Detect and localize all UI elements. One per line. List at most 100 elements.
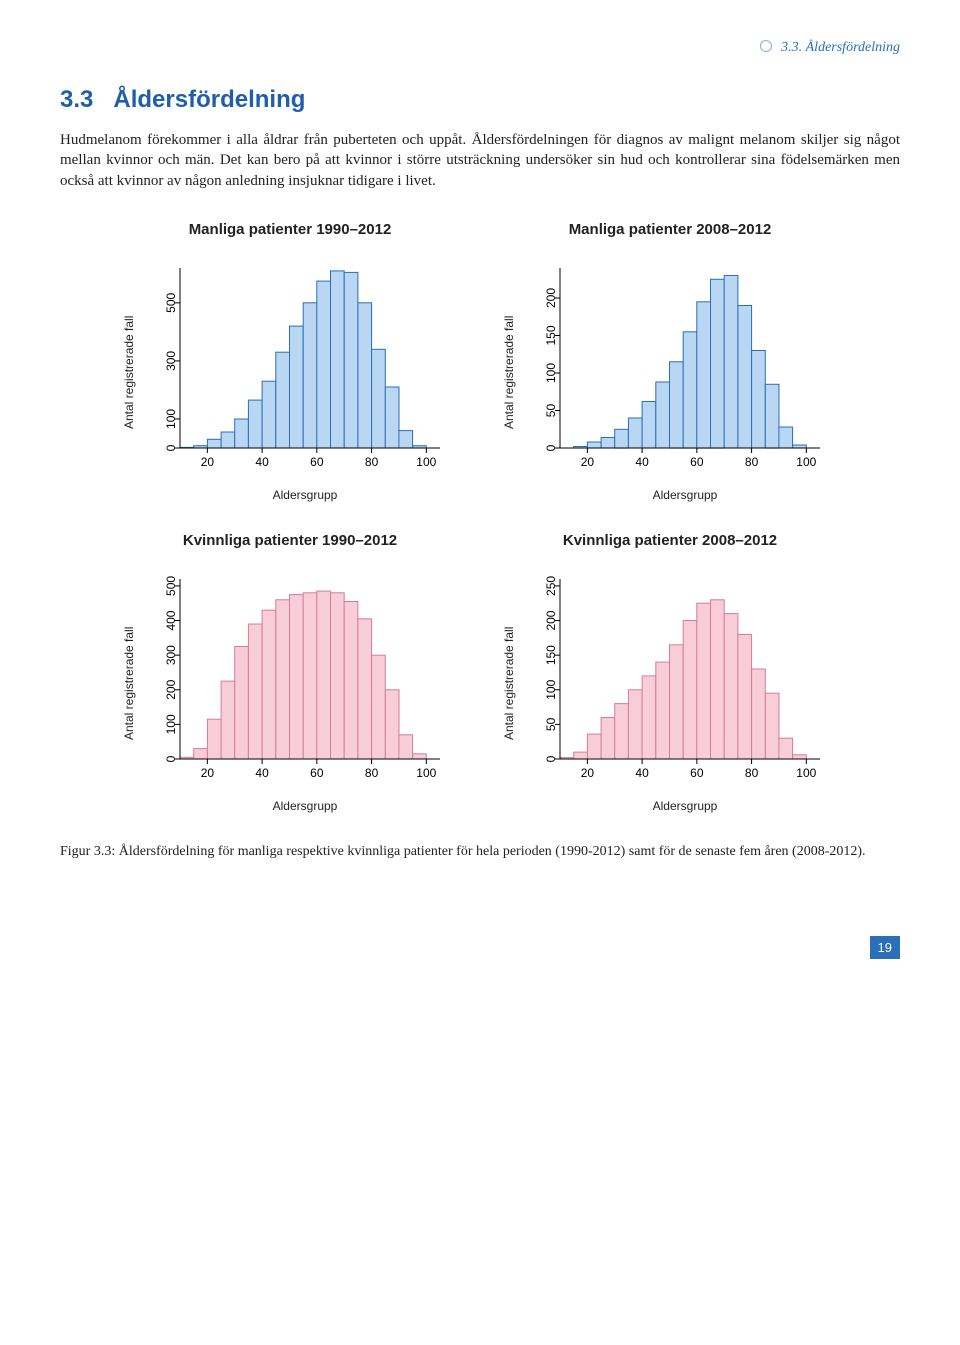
y-axis-label: Antal registrerade fall xyxy=(500,262,516,482)
body-paragraph: Hudmelanom förekommer i alla åldrar från… xyxy=(60,130,900,191)
x-tick-label: 20 xyxy=(581,455,595,469)
histogram-bar xyxy=(587,442,601,448)
plot-wrap: Antal registrerade fall20406080100010030… xyxy=(120,262,460,482)
y-tick-label: 200 xyxy=(164,679,178,699)
x-tick-label: 60 xyxy=(690,455,704,469)
histogram-bar xyxy=(738,305,752,448)
y-tick-label: 500 xyxy=(164,575,178,595)
histogram-bar xyxy=(574,752,588,759)
histogram-bar xyxy=(697,302,711,448)
y-tick-label: 100 xyxy=(544,679,558,699)
histogram-bar xyxy=(765,693,779,759)
histogram-bar xyxy=(372,349,386,448)
x-tick-label: 100 xyxy=(416,766,436,780)
x-tick-label: 40 xyxy=(255,455,269,469)
histogram-bar xyxy=(276,352,290,448)
histogram-bar xyxy=(344,272,358,448)
histogram-bar xyxy=(615,429,629,448)
figure-caption: Figur 3.3: Åldersfördelning för manliga … xyxy=(60,843,900,862)
x-tick-label: 80 xyxy=(365,455,379,469)
x-tick-label: 80 xyxy=(365,766,379,780)
page-number: 19 xyxy=(870,936,900,959)
histogram-bar xyxy=(290,326,304,448)
histogram-bar xyxy=(317,281,331,448)
chart-title: Manliga patienter 1990–2012 xyxy=(120,221,460,238)
header-dot-icon xyxy=(760,40,772,52)
chart-title: Manliga patienter 2008–2012 xyxy=(500,221,840,238)
x-tick-label: 40 xyxy=(635,455,649,469)
y-tick-label: 250 xyxy=(544,575,558,595)
histogram-bar xyxy=(765,384,779,448)
x-axis-label: Aldersgrupp xyxy=(150,488,460,502)
histogram-bar xyxy=(194,748,208,758)
x-tick-label: 100 xyxy=(796,455,816,469)
histogram-bar xyxy=(290,594,304,758)
x-tick-label: 40 xyxy=(255,766,269,780)
histogram-bar xyxy=(358,619,372,759)
histogram-bar xyxy=(656,382,670,448)
histogram-bar xyxy=(642,676,656,759)
histogram-bar xyxy=(752,669,766,759)
histogram-bar xyxy=(385,690,399,759)
y-axis-label: Antal registrerade fall xyxy=(120,573,136,793)
histogram-bar xyxy=(276,600,290,759)
charts-row-2: Kvinnliga patienter 1990–2012Antal regis… xyxy=(120,532,900,813)
histogram-bar xyxy=(303,593,317,759)
y-tick-label: 100 xyxy=(164,408,178,428)
histogram-bar xyxy=(344,601,358,759)
histogram-bar xyxy=(793,755,807,759)
histogram-bar xyxy=(207,719,221,759)
x-tick-label: 60 xyxy=(310,455,324,469)
charts-grid: Manliga patienter 1990–2012 Antal registr… xyxy=(120,221,900,813)
histogram-bar xyxy=(372,655,386,759)
histogram-bar xyxy=(235,646,249,759)
y-tick-label: 100 xyxy=(544,362,558,382)
histogram-bar xyxy=(262,610,276,759)
chart-female-2008-2012: Kvinnliga patienter 2008–2012Antal regis… xyxy=(500,532,840,813)
histogram-bar xyxy=(207,439,221,448)
x-axis-label: Aldersgrupp xyxy=(530,488,840,502)
histogram-bar xyxy=(752,350,766,448)
histogram-svg: 20406080100050100150200250 xyxy=(516,573,826,793)
histogram-bar xyxy=(235,419,249,448)
histogram-bar xyxy=(413,754,427,759)
histogram-svg: 204060801000100300500 xyxy=(136,262,446,482)
histogram-bar xyxy=(670,362,684,448)
x-tick-label: 80 xyxy=(745,766,759,780)
y-tick-label: 150 xyxy=(544,645,558,665)
y-axis-label: Antal registrerade fall xyxy=(500,573,516,793)
y-tick-label: 0 xyxy=(164,444,178,451)
histogram-bar xyxy=(711,600,725,759)
histogram-bar xyxy=(779,738,793,759)
y-tick-label: 150 xyxy=(544,325,558,345)
plot-wrap: Antal registrerade fall20406080100050100… xyxy=(500,262,840,482)
header-crumb: 3.3. Åldersfördelning xyxy=(781,40,900,55)
y-axis-label: Antal registrerade fall xyxy=(120,262,136,482)
histogram-svg: 204060801000100200300400500 xyxy=(136,573,446,793)
x-tick-label: 80 xyxy=(745,455,759,469)
y-tick-label: 200 xyxy=(544,287,558,307)
section-number: 3.3 xyxy=(60,86,93,113)
chart-male-1990-2012: Manliga patienter 1990–2012 Antal registr… xyxy=(120,221,460,502)
histogram-bar xyxy=(385,387,399,448)
x-tick-label: 60 xyxy=(310,766,324,780)
histogram-bar xyxy=(683,332,697,448)
x-tick-label: 20 xyxy=(581,766,595,780)
x-tick-label: 40 xyxy=(635,766,649,780)
y-tick-label: 500 xyxy=(164,292,178,312)
y-tick-label: 400 xyxy=(164,610,178,630)
histogram-bar xyxy=(642,401,656,448)
y-tick-label: 100 xyxy=(164,714,178,734)
histogram-bar xyxy=(399,735,413,759)
histogram-svg: 20406080100050100150200 xyxy=(516,262,826,482)
plot-wrap: Antal registrerade fall20406080100010020… xyxy=(120,573,460,793)
histogram-bar xyxy=(399,430,413,447)
histogram-bar xyxy=(601,437,615,448)
charts-row-1: Manliga patienter 1990–2012 Antal registr… xyxy=(120,221,900,502)
histogram-bar xyxy=(248,400,262,448)
section-heading: 3.3 Åldersfördelning xyxy=(60,86,900,114)
histogram-bar xyxy=(221,432,235,448)
histogram-bar xyxy=(262,381,276,448)
x-tick-label: 60 xyxy=(690,766,704,780)
y-tick-label: 300 xyxy=(164,645,178,665)
